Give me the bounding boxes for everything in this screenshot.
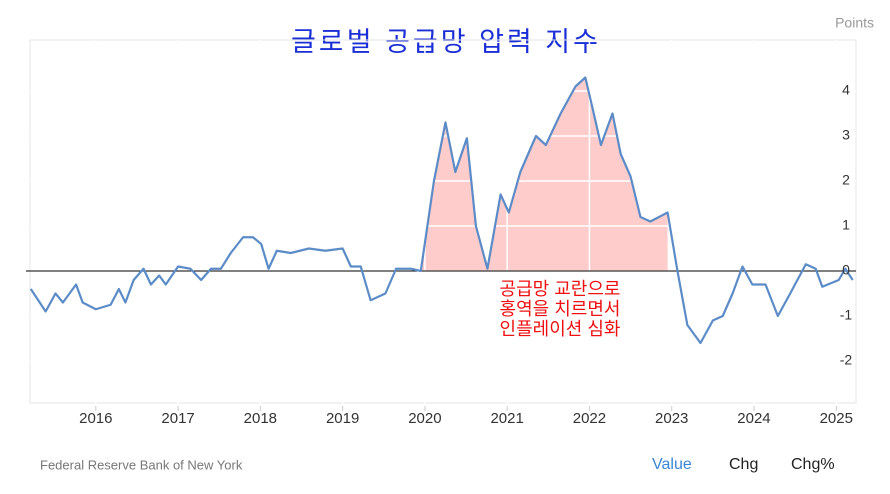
x-tick-label: 2016 bbox=[79, 410, 112, 427]
chg-button[interactable]: Chg bbox=[729, 456, 759, 473]
x-tick-label: 2025 bbox=[820, 410, 853, 427]
chart-title: 글로벌 공급망 압력 지수 bbox=[291, 27, 601, 57]
value-button[interactable]: Value bbox=[652, 456, 692, 473]
y-tick-label: -2 bbox=[840, 352, 853, 368]
plot-frame bbox=[29, 39, 857, 404]
annotation: 인플레이션 심화 bbox=[500, 319, 621, 339]
highlight-area bbox=[420, 77, 668, 271]
chg-pct-button[interactable]: Chg% bbox=[791, 456, 835, 473]
x-tick-label: 2024 bbox=[737, 410, 770, 427]
annotation: 공급망 교란으로 bbox=[500, 279, 621, 299]
y-axis-label: Points bbox=[835, 15, 874, 31]
source: Federal Reserve Bank of New York bbox=[40, 457, 243, 472]
x-tick-label: 2022 bbox=[573, 410, 606, 427]
y-tick-label: 3 bbox=[842, 127, 850, 143]
y-tick-label: 0 bbox=[842, 262, 850, 278]
y-tick-label: 2 bbox=[842, 172, 850, 188]
y-tick-label: -1 bbox=[840, 307, 853, 323]
x-tick-label: 2017 bbox=[161, 410, 194, 427]
y-tick-label: 1 bbox=[842, 217, 850, 233]
x-tick-label: 2019 bbox=[326, 410, 359, 427]
x-tick-label: 2023 bbox=[655, 410, 688, 427]
x-tick-label: 2020 bbox=[408, 410, 441, 427]
annotation: 홍역을 치르면서 bbox=[500, 299, 621, 319]
data-line bbox=[29, 76, 854, 345]
x-tick-label: 2021 bbox=[490, 410, 523, 427]
y-tick-label: 4 bbox=[842, 82, 850, 98]
x-tick-label: 2018 bbox=[244, 410, 277, 427]
